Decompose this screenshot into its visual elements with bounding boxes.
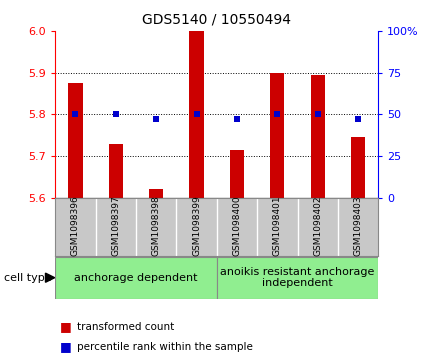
Text: GSM1098400: GSM1098400 (232, 195, 241, 256)
Point (193, 111, 200, 117)
Point (112, 111, 119, 117)
Bar (230, 150, 244, 198)
Text: GSM1098401: GSM1098401 (273, 195, 282, 256)
Text: ■: ■ (60, 320, 71, 333)
Text: GSM1098397: GSM1098397 (111, 195, 120, 256)
Bar (109, 143, 123, 198)
Bar (270, 73, 284, 198)
Point (314, 111, 321, 117)
Text: percentile rank within the sample: percentile rank within the sample (77, 342, 253, 352)
Point (274, 111, 280, 117)
Text: GSM1098396: GSM1098396 (71, 195, 80, 256)
FancyBboxPatch shape (55, 257, 217, 299)
FancyBboxPatch shape (217, 257, 378, 299)
Polygon shape (45, 273, 55, 282)
Title: GDS5140 / 10550494: GDS5140 / 10550494 (142, 13, 291, 27)
Text: GSM1098399: GSM1098399 (192, 195, 201, 256)
Text: ■: ■ (60, 340, 71, 353)
Text: transformed count: transformed count (77, 322, 175, 332)
Text: GSM1098402: GSM1098402 (313, 195, 322, 256)
Text: anoikis resistant anchorage
independent: anoikis resistant anchorage independent (220, 267, 375, 289)
Bar (68, 83, 82, 198)
Text: cell type: cell type (4, 273, 52, 283)
Bar (190, 31, 204, 198)
Point (72, 111, 79, 117)
Point (233, 117, 240, 122)
Text: GSM1098398: GSM1098398 (152, 195, 161, 256)
Point (354, 117, 361, 122)
Bar (311, 75, 325, 198)
Bar (351, 137, 365, 198)
Bar (149, 189, 163, 198)
Point (153, 117, 159, 122)
Text: GSM1098403: GSM1098403 (354, 195, 363, 256)
Text: anchorage dependent: anchorage dependent (74, 273, 198, 283)
